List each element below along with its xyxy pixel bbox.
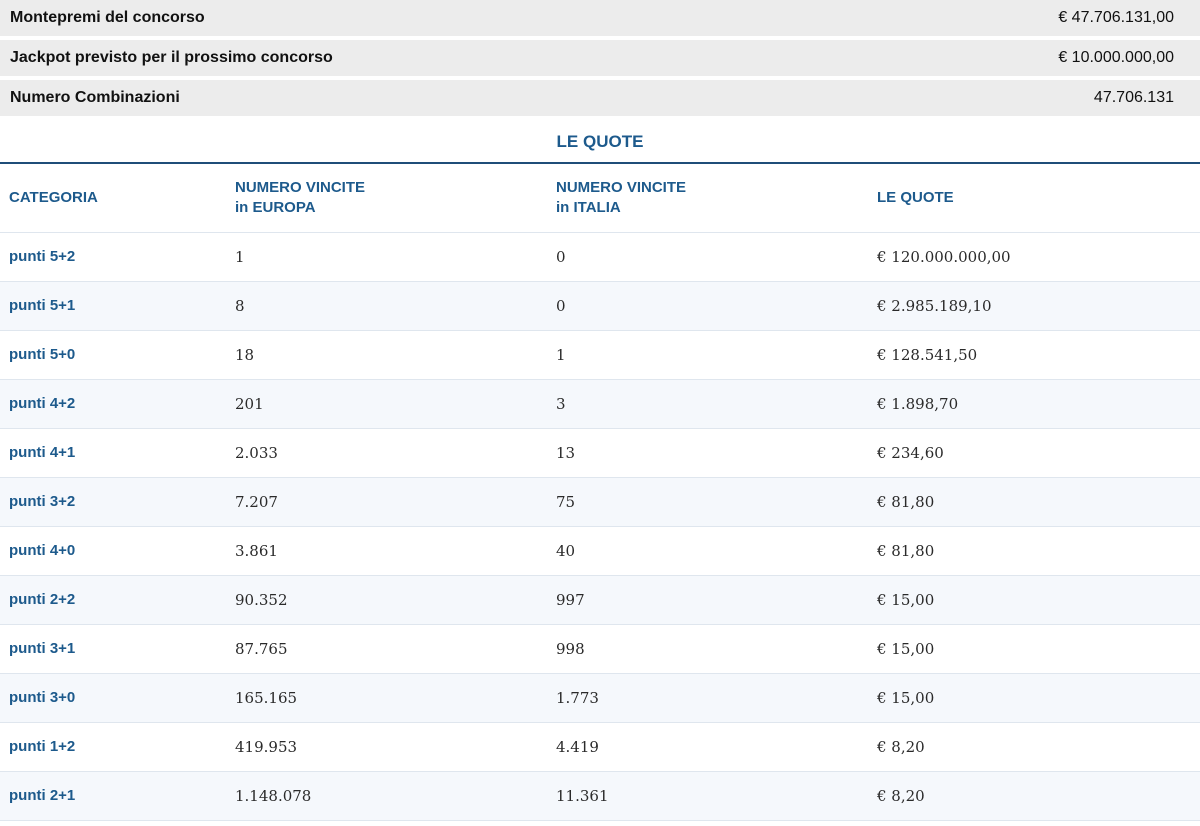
cell-italia: 13	[547, 428, 868, 478]
cell-quota: € 81,80	[868, 477, 1200, 527]
quote-table-header: CATEGORIA NUMERO VINCITE in EUROPA NUMER…	[0, 164, 1200, 233]
cell-quota: € 120.000.000,00	[868, 232, 1200, 282]
header-vincite-europa: NUMERO VINCITE in EUROPA	[226, 164, 547, 233]
cell-quota: € 128.541,50	[868, 330, 1200, 380]
cell-categoria: punti 3+2	[0, 477, 226, 527]
cell-quota: € 15,00	[868, 673, 1200, 723]
summary-label: Numero Combinazioni	[10, 89, 180, 106]
cell-europa: 1.148.078	[226, 771, 547, 821]
summary-label: Montepremi del concorso	[10, 9, 205, 26]
cell-quota: € 81,80	[868, 526, 1200, 576]
cell-italia: 40	[547, 526, 868, 576]
cell-italia: 997	[547, 575, 868, 625]
table-row: punti 5+2 1 0 € 120.000.000,00	[0, 232, 1200, 282]
table-row: punti 3+0 165.165 1.773 € 15,00	[0, 673, 1200, 723]
cell-italia: 11.361	[547, 771, 868, 821]
header-quote-label: LE QUOTE	[877, 188, 954, 206]
summary-value: € 10.000.000,00	[1058, 49, 1174, 66]
header-categoria-label: CATEGORIA	[9, 188, 98, 206]
cell-categoria: punti 3+0	[0, 673, 226, 723]
cell-categoria: punti 5+1	[0, 281, 226, 331]
table-row: punti 2+2 90.352 997 € 15,00	[0, 575, 1200, 625]
cell-europa: 90.352	[226, 575, 547, 625]
cell-italia: 0	[547, 281, 868, 331]
cell-quota: € 8,20	[868, 771, 1200, 821]
cell-italia: 75	[547, 477, 868, 527]
header-europa-line2: in EUROPA	[235, 198, 316, 216]
cell-categoria: punti 5+0	[0, 330, 226, 380]
cell-italia: 0	[547, 232, 868, 282]
quote-table: CATEGORIA NUMERO VINCITE in EUROPA NUMER…	[0, 164, 1200, 821]
cell-europa: 1	[226, 232, 547, 282]
cell-categoria: punti 2+2	[0, 575, 226, 625]
cell-quota: € 15,00	[868, 624, 1200, 674]
header-quote: LE QUOTE	[868, 164, 1200, 233]
summary-row-jackpot: Jackpot previsto per il prossimo concors…	[0, 40, 1200, 76]
cell-categoria: punti 3+1	[0, 624, 226, 674]
table-row: punti 2+1 1.148.078 11.361 € 8,20	[0, 771, 1200, 821]
cell-italia: 4.419	[547, 722, 868, 772]
cell-quota: € 15,00	[868, 575, 1200, 625]
cell-quota: € 8,20	[868, 722, 1200, 772]
cell-italia: 3	[547, 379, 868, 429]
table-row: punti 4+0 3.861 40 € 81,80	[0, 526, 1200, 576]
cell-categoria: punti 1+2	[0, 722, 226, 772]
header-categoria: CATEGORIA	[0, 164, 226, 233]
cell-europa: 419.953	[226, 722, 547, 772]
table-row: punti 3+1 87.765 998 € 15,00	[0, 624, 1200, 674]
cell-quota: € 1.898,70	[868, 379, 1200, 429]
cell-europa: 87.765	[226, 624, 547, 674]
header-europa-line1: NUMERO VINCITE	[235, 178, 366, 196]
cell-italia: 998	[547, 624, 868, 674]
table-row: punti 4+2 201 3 € 1.898,70	[0, 379, 1200, 429]
summary-row-montepremi: Montepremi del concorso € 47.706.131,00	[0, 0, 1200, 36]
summary-label: Jackpot previsto per il prossimo concors…	[10, 49, 333, 66]
summary-value: 47.706.131	[1093, 89, 1174, 106]
cell-italia: 1	[547, 330, 868, 380]
summary-value: € 47.706.131,00	[1058, 9, 1174, 26]
cell-europa: 7.207	[226, 477, 547, 527]
cell-europa: 201	[226, 379, 547, 429]
header-italia-line2: in ITALIA	[556, 198, 621, 216]
cell-europa: 165.165	[226, 673, 547, 723]
cell-europa: 8	[226, 281, 547, 331]
quote-section-title: LE QUOTE	[0, 116, 1200, 164]
table-row: punti 5+1 8 0 € 2.985.189,10	[0, 281, 1200, 331]
table-row: punti 5+0 18 1 € 128.541,50	[0, 330, 1200, 380]
table-row: punti 1+2 419.953 4.419 € 8,20	[0, 722, 1200, 772]
summary-row-combinazioni: Numero Combinazioni 47.706.131	[0, 80, 1200, 116]
table-row: punti 3+2 7.207 75 € 81,80	[0, 477, 1200, 527]
cell-categoria: punti 4+2	[0, 379, 226, 429]
cell-europa: 2.033	[226, 428, 547, 478]
header-row: CATEGORIA NUMERO VINCITE in EUROPA NUMER…	[0, 164, 1200, 233]
cell-categoria: punti 4+1	[0, 428, 226, 478]
cell-europa: 18	[226, 330, 547, 380]
cell-categoria: punti 2+1	[0, 771, 226, 821]
cell-categoria: punti 5+2	[0, 232, 226, 282]
header-italia-line1: NUMERO VINCITE	[556, 178, 687, 196]
cell-europa: 3.861	[226, 526, 547, 576]
summary-panel: Montepremi del concorso € 47.706.131,00 …	[0, 0, 1200, 116]
cell-categoria: punti 4+0	[0, 526, 226, 576]
cell-quota: € 2.985.189,10	[868, 281, 1200, 331]
cell-italia: 1.773	[547, 673, 868, 723]
header-vincite-italia: NUMERO VINCITE in ITALIA	[547, 164, 868, 233]
quote-table-body: punti 5+2 1 0 € 120.000.000,00 punti 5+1…	[0, 232, 1200, 821]
table-row: punti 4+1 2.033 13 € 234,60	[0, 428, 1200, 478]
cell-quota: € 234,60	[868, 428, 1200, 478]
